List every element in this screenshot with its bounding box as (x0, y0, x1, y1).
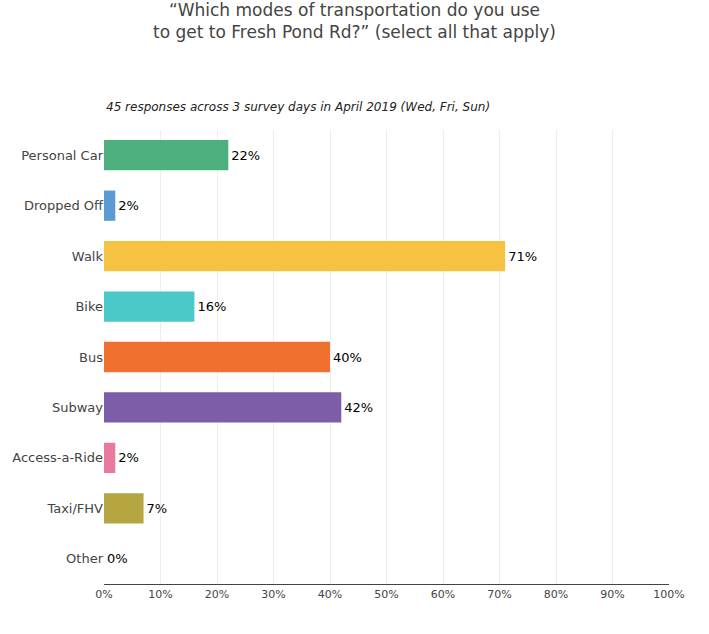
svg-text:40%: 40% (333, 350, 362, 365)
svg-text:40%: 40% (318, 588, 342, 601)
svg-text:71%: 71% (508, 249, 537, 264)
svg-text:80%: 80% (544, 588, 568, 601)
svg-text:22%: 22% (231, 148, 260, 163)
svg-text:90%: 90% (600, 588, 624, 601)
svg-text:Walk: Walk (72, 249, 104, 264)
svg-text:Personal Car: Personal Car (21, 148, 103, 163)
svg-text:10%: 10% (148, 588, 172, 601)
svg-text:Other: Other (66, 551, 104, 566)
svg-text:Taxi/FHV: Taxi/FHV (46, 501, 103, 516)
svg-text:45 responses across 3 survey d: 45 responses across 3 survey days in Apr… (106, 100, 490, 114)
svg-text:100%: 100% (653, 588, 684, 601)
svg-text:“Which modes of transportation: “Which modes of transportation do you us… (153, 0, 556, 42)
svg-text:2%: 2% (118, 450, 139, 465)
svg-text:60%: 60% (431, 588, 455, 601)
svg-text:16%: 16% (197, 299, 226, 314)
svg-text:20%: 20% (205, 588, 229, 601)
svg-text:0%: 0% (107, 551, 128, 566)
svg-text:42%: 42% (344, 400, 373, 415)
svg-text:50%: 50% (374, 588, 398, 601)
svg-text:0%: 0% (95, 588, 112, 601)
svg-text:Subway: Subway (52, 400, 103, 415)
svg-text:Access-a-Ride: Access-a-Ride (12, 450, 103, 465)
svg-text:2%: 2% (118, 198, 139, 213)
svg-text:Bus: Bus (79, 350, 103, 365)
svg-text:70%: 70% (487, 588, 511, 601)
svg-text:Dropped Off: Dropped Off (24, 198, 104, 213)
svg-text:30%: 30% (261, 588, 285, 601)
svg-text:7%: 7% (147, 501, 168, 516)
svg-text:Bike: Bike (75, 299, 103, 314)
